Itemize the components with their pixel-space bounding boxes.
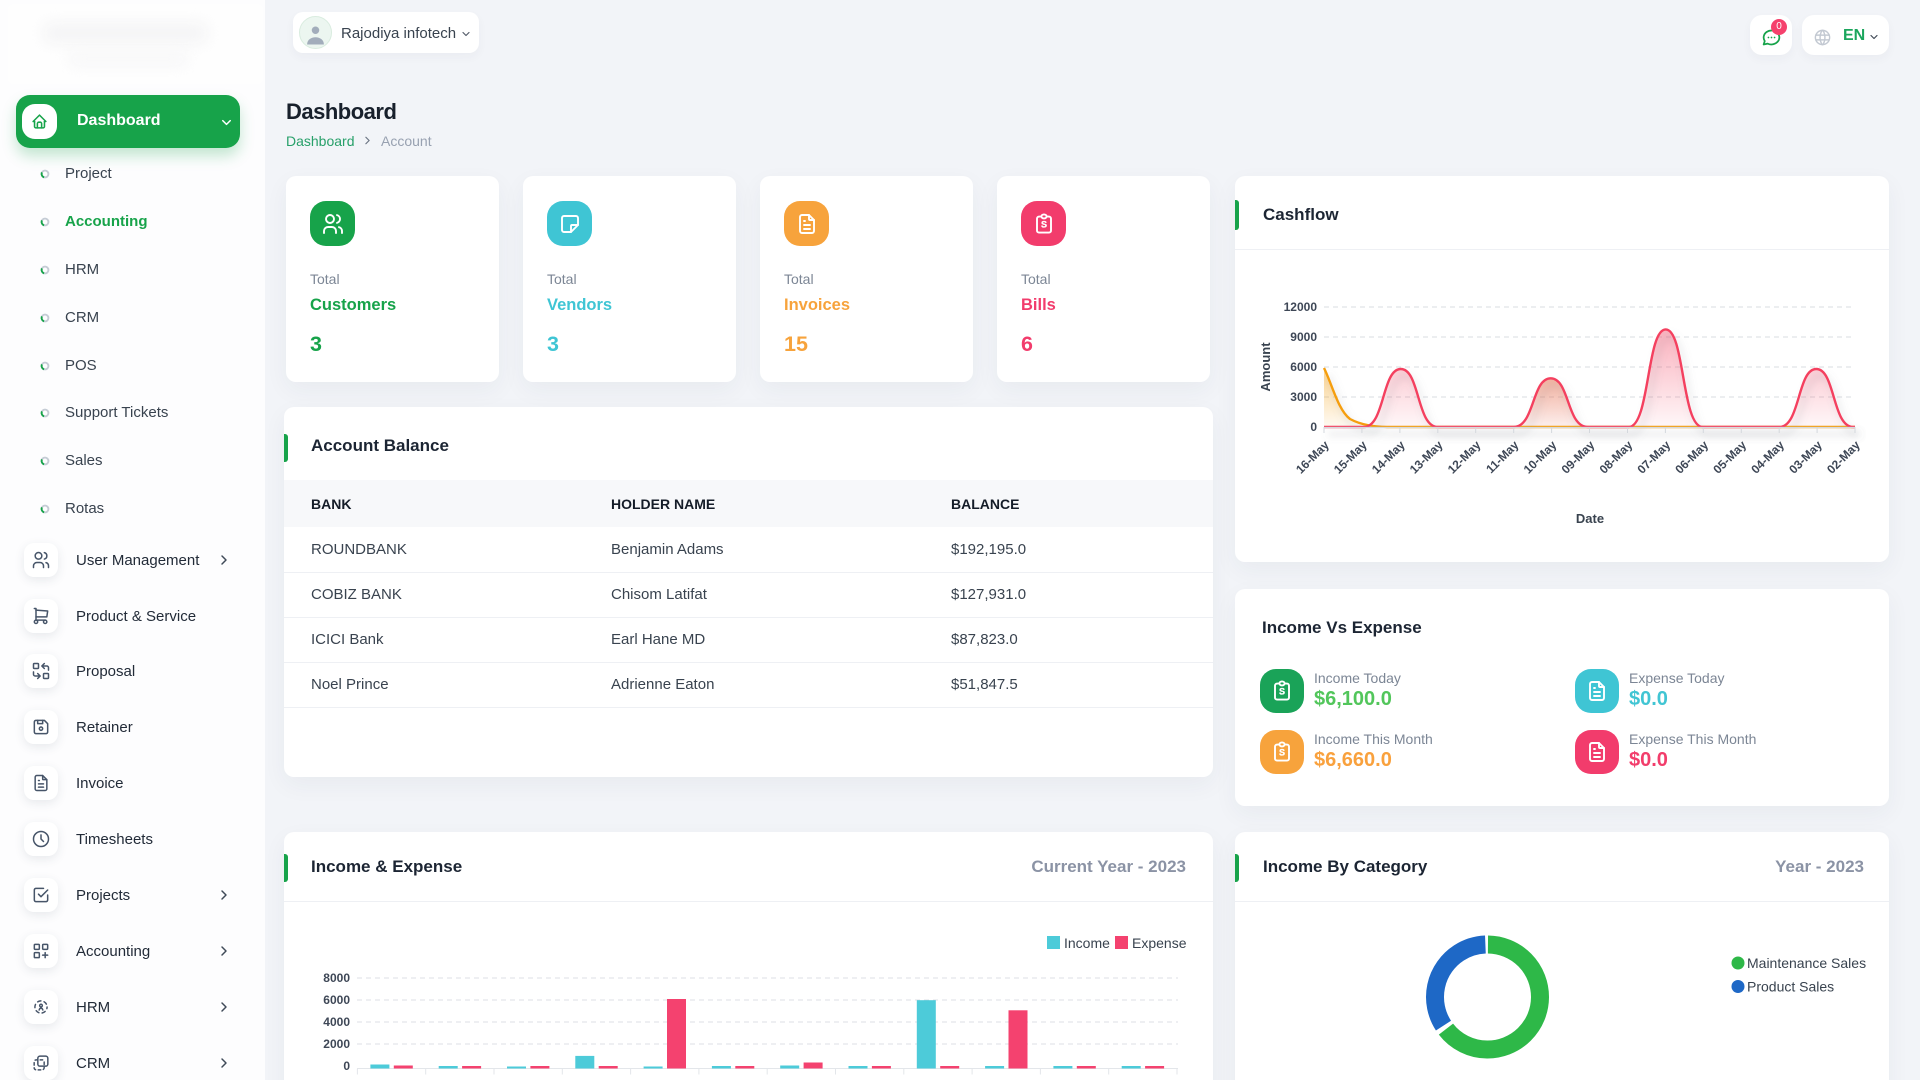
svg-text:Product Sales: Product Sales: [1747, 979, 1834, 995]
svg-text:10-May: 10-May: [1521, 438, 1560, 477]
svg-text:Income: Income: [1064, 935, 1110, 951]
svg-text:08-May: 08-May: [1597, 438, 1636, 477]
svg-text:15-May: 15-May: [1331, 438, 1370, 477]
svg-text:2000: 2000: [323, 1037, 350, 1051]
svg-text:02-May: 02-May: [1824, 438, 1863, 477]
svg-text:03-May: 03-May: [1786, 438, 1825, 477]
svg-text:06-May: 06-May: [1672, 438, 1711, 477]
svg-text:S: S: [1040, 219, 1046, 229]
svg-text:0: 0: [1310, 420, 1317, 434]
svg-text:11-May: 11-May: [1483, 438, 1521, 476]
svg-text:S: S: [1279, 687, 1285, 697]
svg-text:0: 0: [343, 1059, 350, 1073]
svg-text:09-May: 09-May: [1559, 438, 1598, 477]
svg-text:6000: 6000: [1290, 360, 1317, 374]
svg-text:Amount: Amount: [1258, 342, 1273, 392]
svg-text:13-May: 13-May: [1407, 438, 1446, 477]
svg-text:6000: 6000: [323, 993, 350, 1007]
svg-text:4000: 4000: [323, 1015, 350, 1029]
svg-text:S: S: [1279, 748, 1285, 758]
svg-text:3000: 3000: [1290, 390, 1317, 404]
svg-text:9000: 9000: [1290, 330, 1317, 344]
svg-text:Expense: Expense: [1132, 935, 1187, 951]
svg-text:14-May: 14-May: [1369, 438, 1408, 477]
svg-text:12-May: 12-May: [1445, 438, 1484, 477]
svg-text:04-May: 04-May: [1748, 438, 1787, 477]
svg-text:12000: 12000: [1284, 300, 1318, 314]
svg-text:05-May: 05-May: [1710, 438, 1749, 477]
svg-text:8000: 8000: [323, 971, 350, 985]
svg-text:07-May: 07-May: [1635, 438, 1674, 477]
svg-text:Date: Date: [1576, 511, 1604, 526]
svg-text:Maintenance Sales: Maintenance Sales: [1747, 955, 1866, 971]
svg-text:16-May: 16-May: [1293, 438, 1332, 477]
